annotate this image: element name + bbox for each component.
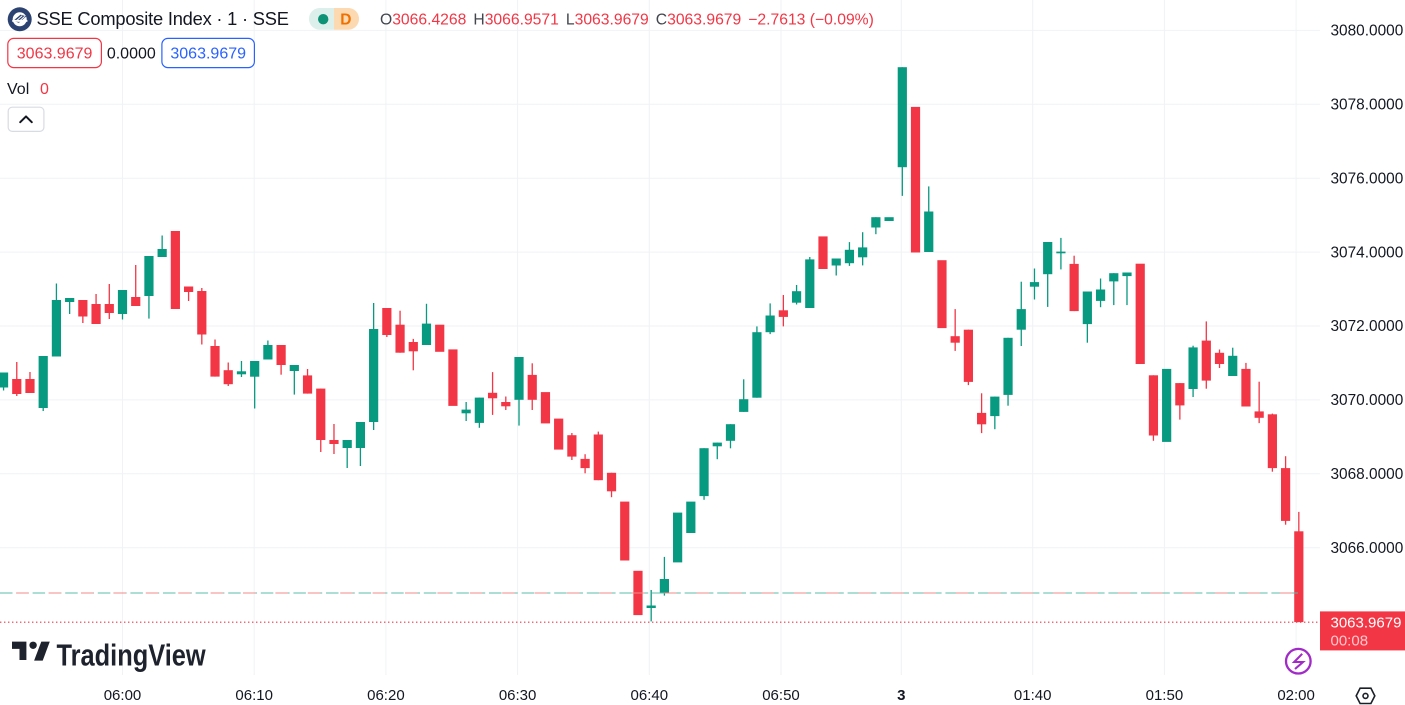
svg-text:3070.0000: 3070.0000 (1331, 392, 1404, 409)
svg-text:06:30: 06:30 (499, 687, 537, 704)
svg-text:3076.0000: 3076.0000 (1331, 170, 1404, 187)
svg-text:Vol: Vol (7, 81, 29, 98)
svg-text:00:08: 00:08 (1331, 633, 1369, 650)
svg-text:06:50: 06:50 (762, 687, 800, 704)
svg-text:SSE Composite Index · 1 · SSE: SSE Composite Index · 1 · SSE (37, 8, 289, 29)
svg-text:06:20: 06:20 (367, 687, 405, 704)
svg-text:01:50: 01:50 (1146, 687, 1184, 704)
svg-text:01:40: 01:40 (1014, 687, 1052, 704)
svg-text:3063.9679: 3063.9679 (170, 46, 246, 63)
svg-text:0: 0 (40, 81, 49, 98)
svg-text:06:00: 06:00 (104, 687, 142, 704)
svg-text:3078.0000: 3078.0000 (1331, 97, 1404, 114)
svg-text:02:00: 02:00 (1277, 687, 1315, 704)
svg-text:3063.9679: 3063.9679 (17, 46, 93, 63)
svg-text:3: 3 (897, 687, 905, 704)
svg-text:0.0000: 0.0000 (107, 46, 156, 63)
svg-text:3074.0000: 3074.0000 (1331, 244, 1404, 261)
svg-text:TradingView: TradingView (57, 638, 207, 673)
svg-text:06:10: 06:10 (235, 687, 273, 704)
svg-text:3068.0000: 3068.0000 (1331, 466, 1404, 483)
svg-text:3080.0000: 3080.0000 (1331, 23, 1404, 40)
svg-text:3072.0000: 3072.0000 (1331, 318, 1404, 335)
svg-text:3063.9679: 3063.9679 (1331, 615, 1402, 632)
svg-text:3066.0000: 3066.0000 (1331, 540, 1404, 557)
svg-text:D: D (340, 12, 351, 29)
svg-text:06:40: 06:40 (631, 687, 669, 704)
